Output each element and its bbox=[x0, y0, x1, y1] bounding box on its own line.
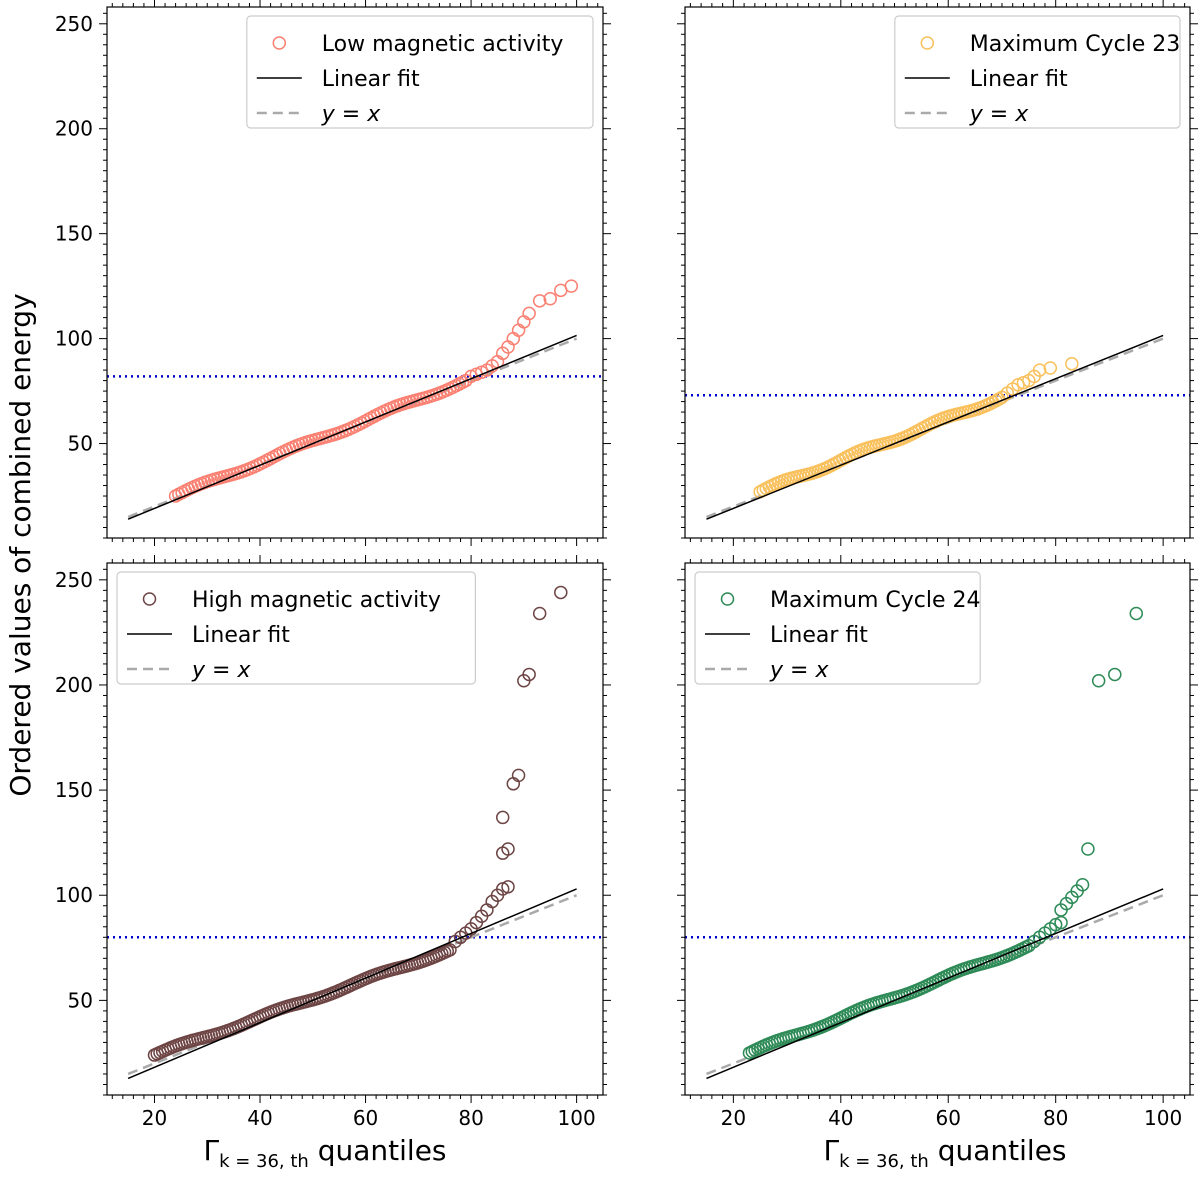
x-axis-label-right: Γk = 36, th quantiles bbox=[823, 1134, 1066, 1172]
linear-fit-line bbox=[127, 334, 577, 520]
data-point bbox=[543, 291, 557, 306]
y-tick-label: 200 bbox=[55, 673, 93, 697]
legend-label: y = x bbox=[769, 658, 829, 683]
legend: Maximum Cycle 23 Linear fit y = x bbox=[894, 15, 1181, 129]
data-point bbox=[1108, 667, 1122, 682]
panel-high: 20 40 60 80 100 50 100 150 200 250 High magnetic a… bbox=[55, 555, 611, 1130]
legend-label: Linear fit bbox=[770, 623, 868, 648]
legend-box bbox=[246, 15, 594, 129]
data-point bbox=[1081, 842, 1095, 856]
panel-low: 50 100 150 200 250 Low magnetic activity Linea… bbox=[55, 0, 611, 546]
x-tick-label: 60 bbox=[936, 1106, 961, 1130]
y-tick-label: 100 bbox=[55, 327, 93, 351]
x-tick-label: 60 bbox=[353, 1106, 378, 1130]
linear-fit-line bbox=[706, 334, 1164, 520]
x-tick-label: 20 bbox=[721, 1106, 746, 1130]
y-tick-label: 150 bbox=[55, 778, 93, 802]
data-point bbox=[1075, 877, 1090, 892]
data-point bbox=[1065, 357, 1079, 371]
data-point bbox=[532, 294, 547, 308]
x-axis-label-symbol: Γ bbox=[823, 1134, 839, 1167]
panel-cycle23: Maximum Cycle 23 Linear fit y = x bbox=[677, 0, 1198, 546]
legend: High magnetic activity Linear fit y = x bbox=[116, 571, 476, 685]
y-tick-label: 200 bbox=[55, 117, 93, 141]
x-axis-label-left: Γk = 36, th quantiles bbox=[203, 1134, 446, 1172]
y-tick-label: 50 bbox=[68, 432, 93, 456]
data-point bbox=[495, 810, 510, 825]
x-tick-label: 80 bbox=[458, 1106, 483, 1130]
legend-label: Linear fit bbox=[192, 623, 290, 648]
legend-marker-icon bbox=[272, 36, 287, 50]
x-tick-label: 100 bbox=[1144, 1106, 1182, 1130]
data-point bbox=[511, 768, 526, 783]
linear-fit-line bbox=[127, 888, 577, 1080]
x-tick-label: 80 bbox=[1043, 1106, 1068, 1130]
data-point bbox=[522, 667, 536, 682]
data-point bbox=[501, 842, 515, 856]
plot-area bbox=[685, 606, 1190, 1080]
plot-area bbox=[107, 279, 603, 520]
data-point bbox=[554, 585, 568, 600]
y-axis-label: Ordered values of combined energy bbox=[4, 293, 37, 796]
data-point bbox=[1091, 674, 1106, 688]
data-point bbox=[1129, 606, 1144, 621]
data-point bbox=[1043, 361, 1058, 375]
panels-layer: 50 100 150 200 250 Low magnetic activity Linea… bbox=[55, 0, 1198, 1130]
legend-box bbox=[116, 571, 476, 685]
legend-label: y = x bbox=[191, 658, 251, 683]
panel-cycle24: 20 40 60 80 100 Maximum Cycle 24 Linear fit y =… bbox=[677, 555, 1198, 1130]
y-tick-label: 100 bbox=[55, 883, 93, 907]
legend-label: High magnetic activity bbox=[192, 588, 441, 613]
legend-marker-icon bbox=[720, 592, 735, 606]
legend-label: y = x bbox=[969, 102, 1029, 127]
legend: Maximum Cycle 24 Linear fit y = x bbox=[694, 571, 981, 685]
plot-area bbox=[107, 585, 603, 1080]
y-tick-label: 250 bbox=[55, 12, 93, 36]
legend-label: y = x bbox=[321, 102, 381, 127]
legend-label: Low magnetic activity bbox=[322, 32, 564, 57]
x-tick-label: 100 bbox=[558, 1106, 596, 1130]
x-axis-label-subscript: k = 36, th bbox=[839, 1151, 929, 1172]
legend-label: Maximum Cycle 23 bbox=[970, 32, 1181, 57]
x-axis-label-symbol: Γ bbox=[203, 1134, 219, 1167]
legend-label: Linear fit bbox=[322, 67, 420, 92]
x-axis-label-suffix: quantiles bbox=[309, 1134, 447, 1167]
x-axis-label-subscript: k = 36, th bbox=[219, 1151, 309, 1172]
data-point bbox=[532, 606, 547, 621]
legend-label: Linear fit bbox=[970, 67, 1068, 92]
x-axis-label-suffix: quantiles bbox=[929, 1134, 1067, 1167]
y-tick-label: 50 bbox=[68, 988, 93, 1012]
data-point bbox=[501, 880, 515, 894]
data-point bbox=[1032, 363, 1047, 377]
legend-box bbox=[694, 571, 981, 685]
x-tick-label: 40 bbox=[247, 1106, 272, 1130]
legend-marker-icon bbox=[142, 592, 157, 606]
x-tick-label: 40 bbox=[828, 1106, 853, 1130]
legend-marker-icon bbox=[920, 36, 935, 50]
legend: Low magnetic activity Linear fit y = x bbox=[246, 15, 594, 129]
data-point bbox=[564, 279, 579, 293]
y-tick-label: 250 bbox=[55, 568, 93, 592]
legend-label: Maximum Cycle 24 bbox=[770, 588, 981, 613]
plot-area bbox=[685, 334, 1190, 520]
data-point bbox=[506, 777, 521, 791]
y-tick-label: 150 bbox=[55, 222, 93, 246]
x-tick-label: 20 bbox=[142, 1106, 167, 1130]
legend-box bbox=[894, 15, 1181, 129]
data-point bbox=[522, 306, 536, 321]
linear-fit-line bbox=[706, 888, 1164, 1080]
